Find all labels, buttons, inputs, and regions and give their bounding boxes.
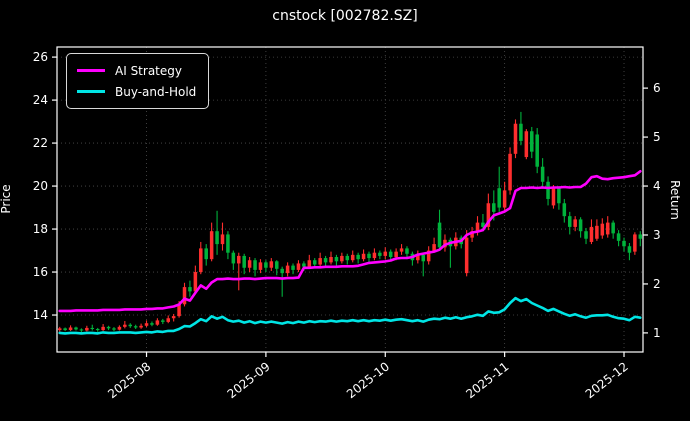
svg-text:5: 5 [653,130,661,144]
svg-text:2025-11: 2025-11 [463,359,511,401]
price-axis-label: Price [0,184,13,214]
legend-item-ai-strategy: AI Strategy [77,60,196,81]
svg-text:18: 18 [33,222,48,236]
legend-label-buy-and-hold: Buy-and-Hold [115,84,197,99]
svg-text:24: 24 [33,93,48,107]
svg-text:2025-10: 2025-10 [344,359,392,401]
svg-text:2025-09: 2025-09 [225,359,273,401]
legend-item-buy-and-hold: Buy-and-Hold [77,81,196,102]
svg-text:26: 26 [33,50,48,64]
buy-and-hold-line-swatch [77,90,105,93]
chart-title: cnstock [002782.SZ] [272,8,418,24]
svg-text:22: 22 [33,136,48,150]
legend-label-ai-strategy: AI Strategy [115,63,182,78]
svg-text:20: 20 [33,179,48,193]
ai-strategy-line-swatch [77,69,105,72]
svg-text:3: 3 [653,228,661,242]
return-axis-label: Return [668,180,682,220]
svg-text:2: 2 [653,277,661,291]
svg-text:2025-08: 2025-08 [105,359,153,401]
svg-text:6: 6 [653,81,661,95]
svg-text:2025-12: 2025-12 [583,359,631,401]
svg-text:16: 16 [33,265,48,279]
svg-text:4: 4 [653,179,661,193]
svg-text:1: 1 [653,326,661,340]
svg-text:14: 14 [33,308,48,322]
legend: AI Strategy Buy-and-Hold [66,53,210,109]
